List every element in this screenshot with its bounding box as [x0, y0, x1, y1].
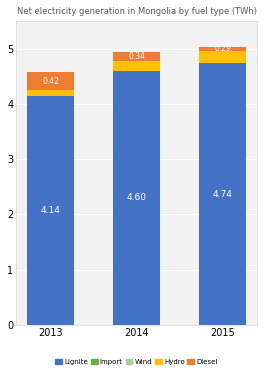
Title: Net electricity generation in Mongolia by fuel type (TWh): Net electricity generation in Mongolia b…: [17, 7, 257, 16]
Text: 0.42: 0.42: [42, 77, 59, 86]
Bar: [113, 70, 160, 325]
Bar: [27, 72, 74, 90]
Bar: [113, 61, 160, 70]
Text: 4.14: 4.14: [41, 206, 60, 215]
Bar: [27, 96, 74, 325]
Text: 0.29: 0.29: [214, 44, 231, 53]
Bar: [199, 63, 246, 325]
Text: 4.60: 4.60: [126, 193, 147, 203]
Bar: [113, 52, 160, 61]
Bar: [199, 51, 246, 63]
Bar: [27, 90, 74, 96]
Bar: [199, 47, 246, 51]
Text: 0.34: 0.34: [128, 52, 145, 61]
Text: 4.74: 4.74: [213, 189, 232, 198]
Legend: Lignite, Import, Wind, Hydro, Diesel: Lignite, Import, Wind, Hydro, Diesel: [52, 356, 221, 367]
